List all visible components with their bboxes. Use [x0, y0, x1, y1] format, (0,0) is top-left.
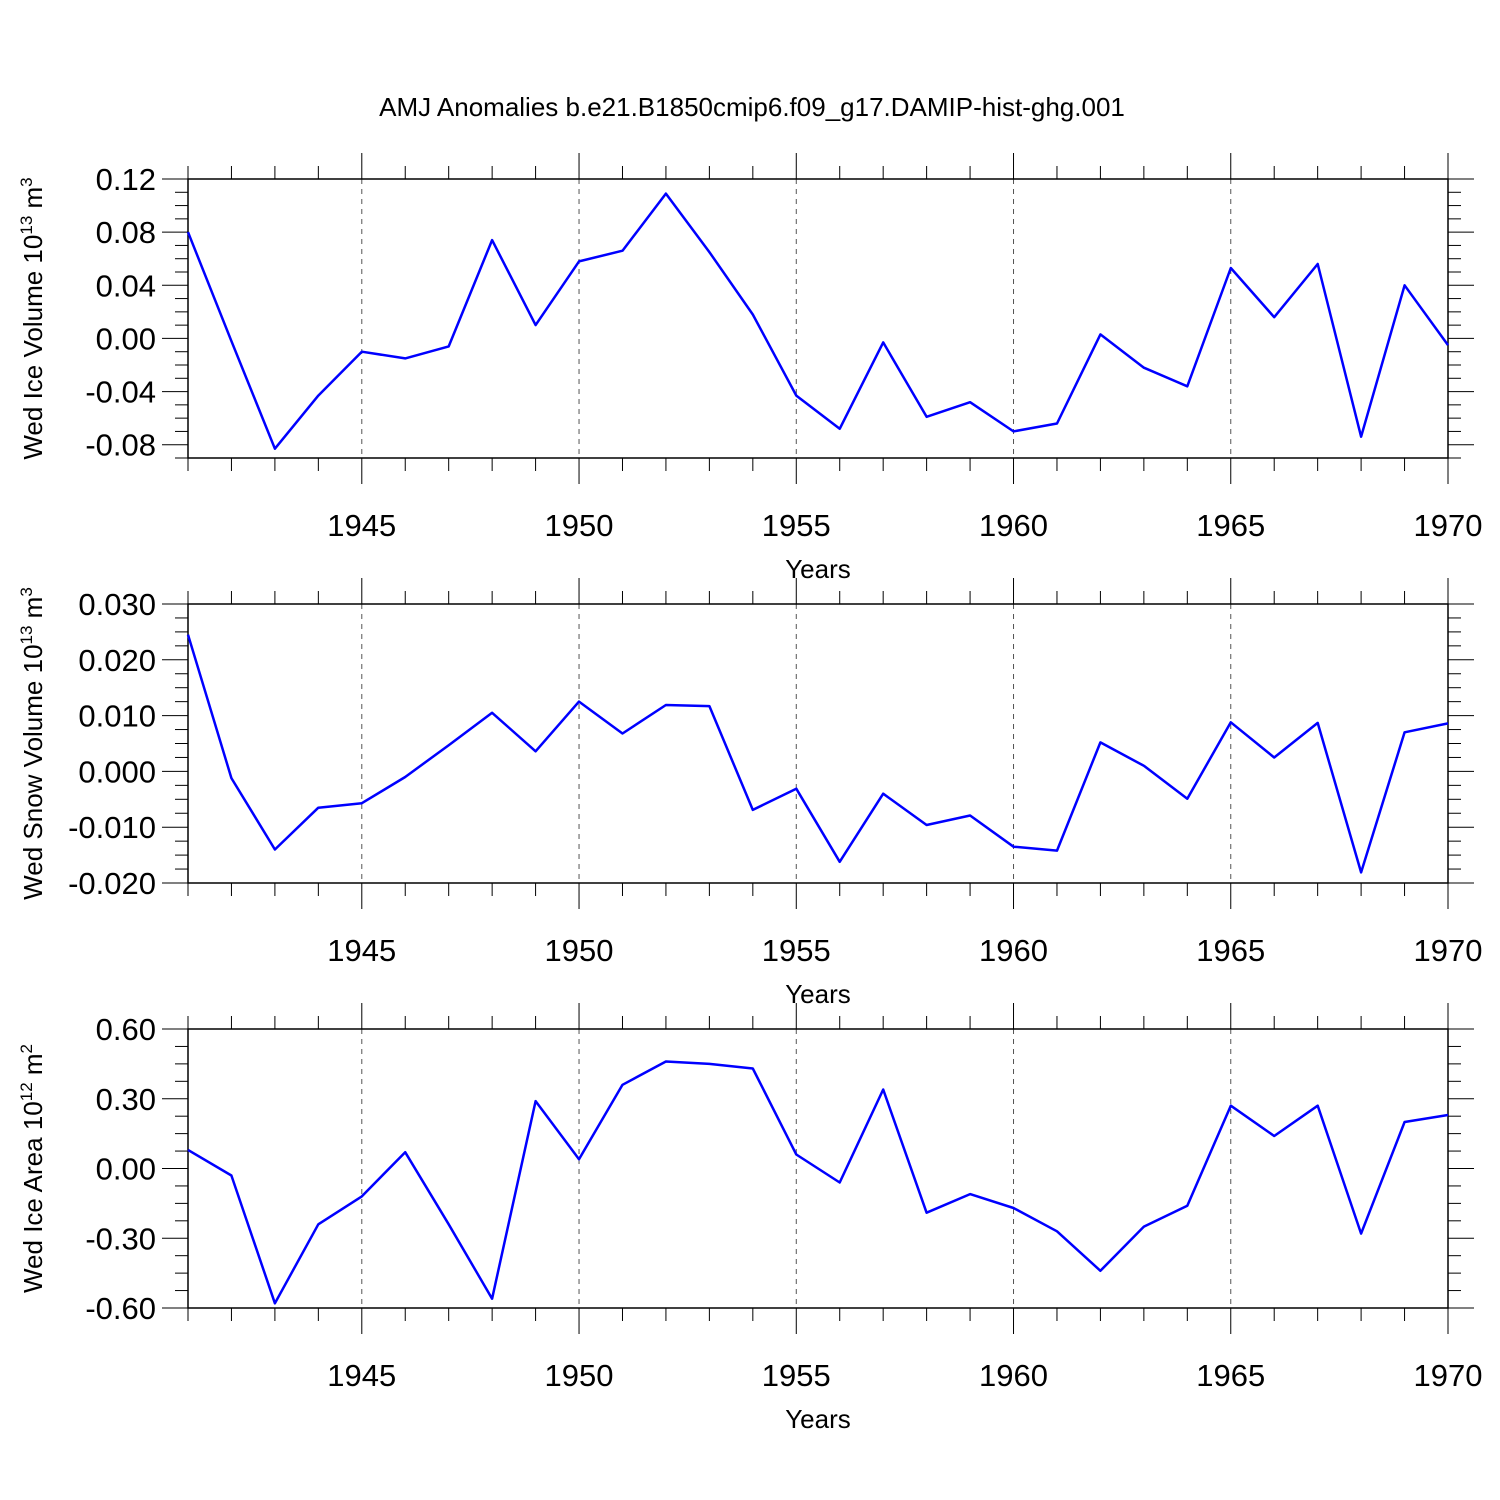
panel-3-ytick-label: 0.60 — [96, 1012, 156, 1047]
superscript: 2 — [17, 1044, 36, 1053]
panel-2-ytick-label: 0.020 — [78, 643, 156, 678]
panel-3-xtick-label: 1950 — [545, 1358, 614, 1393]
panel-2-plot-frame — [187, 603, 1449, 884]
panel-2-xtick-label: 1950 — [545, 933, 614, 968]
panel-1-ytick-label: -0.04 — [85, 375, 156, 410]
panel-2-xtick-label: 1955 — [762, 933, 831, 968]
panel-3-ytick-label: 0.00 — [96, 1152, 156, 1187]
superscript: 3 — [17, 587, 36, 596]
panel-3-xtick-label: 1970 — [1414, 1358, 1483, 1393]
ylabel-part: Wed Ice Volume 10 — [18, 235, 48, 460]
panel-1-yaxis-title: Wed Ice Volume 1013 m3 — [17, 177, 48, 459]
panel-1-xtick-label: 1960 — [979, 508, 1048, 543]
panel-3-ytick-label: -0.30 — [85, 1221, 156, 1256]
panel-1-ytick-label: 0.12 — [96, 162, 156, 197]
ylabel-part: m — [18, 187, 48, 216]
panel-1-xtick-label: 1945 — [327, 508, 396, 543]
panel-3-xaxis-title: Years — [785, 1404, 851, 1434]
panel-3-xtick-label: 1960 — [979, 1358, 1048, 1393]
panel-3-xtick-label: 1955 — [762, 1358, 831, 1393]
panel-1-series-line — [186, 192, 1450, 450]
ylabel-part: m — [18, 1053, 48, 1082]
panel-1-xtick-label: 1970 — [1414, 508, 1483, 543]
superscript: 12 — [17, 1082, 36, 1101]
ylabel-part: Wed Snow Volume 10 — [18, 644, 48, 899]
panel-2-xtick-label: 1960 — [979, 933, 1048, 968]
panel-2-ytick-label: 0.030 — [78, 587, 156, 622]
panel-1-xtick-label: 1965 — [1196, 508, 1265, 543]
panel-1-ytick-label: 0.04 — [96, 268, 156, 303]
panel-2-ytick-label: 0.010 — [78, 699, 156, 734]
panel-3-xtick-label: 1945 — [327, 1358, 396, 1393]
panel-2-yaxis-title: Wed Snow Volume 1013 m3 — [17, 587, 48, 900]
ylabel-part: m — [18, 597, 48, 626]
panel-2-xaxis-title: Years — [785, 979, 851, 1009]
panel-2-xtick-label: 1965 — [1196, 933, 1265, 968]
panel-1-xaxis-title: Years — [785, 554, 851, 584]
panel-1-ytick-label: 0.00 — [96, 321, 156, 356]
panel-2-ytick-label: -0.010 — [68, 810, 156, 845]
panel-3-ytick-label: -0.60 — [85, 1291, 156, 1326]
panel-3-ytick-label: 0.30 — [96, 1082, 156, 1117]
panel-2-ytick-label: -0.020 — [68, 866, 156, 901]
panel-3-series-line — [187, 1060, 1449, 1305]
panel-2-xtick-label: 1970 — [1414, 933, 1483, 968]
chart-title: AMJ Anomalies b.e21.B1850cmip6.f09_g17.D… — [379, 92, 1125, 122]
panel-1-plot-frame — [187, 178, 1449, 459]
panel-3-yaxis-title: Wed Ice Area 1012 m2 — [17, 1044, 48, 1293]
superscript: 13 — [17, 216, 36, 235]
panel-1-xtick-label: 1955 — [762, 508, 831, 543]
ylabel-part: Wed Ice Area 10 — [18, 1101, 48, 1293]
panel-1-xtick-label: 1950 — [545, 508, 614, 543]
panel-2-series-line — [186, 634, 1449, 874]
panel-2-xtick-label: 1945 — [327, 933, 396, 968]
panel-3-xtick-label: 1965 — [1196, 1358, 1265, 1393]
panel-2-ytick-label: 0.000 — [78, 754, 156, 789]
superscript: 13 — [17, 626, 36, 645]
superscript: 3 — [17, 177, 36, 186]
panel-1-ytick-label: -0.08 — [85, 428, 156, 463]
panel-1-ytick-label: 0.08 — [96, 215, 156, 250]
